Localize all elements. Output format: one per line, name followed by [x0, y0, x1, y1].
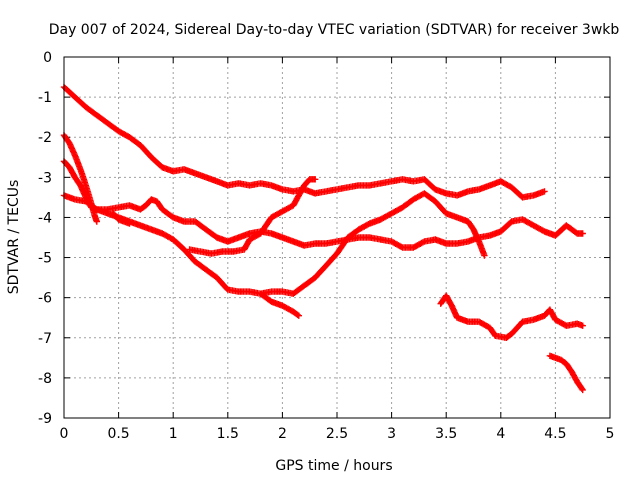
x-tick-label: 3: [387, 426, 396, 442]
x-tick-label: 0.5: [107, 426, 129, 442]
data-series: [60, 83, 586, 394]
y-tick-label: -5: [38, 251, 52, 267]
series-arc-h: [437, 292, 586, 341]
data-point: [481, 252, 488, 259]
x-tick-label: 2.5: [326, 426, 348, 442]
x-tick-label: 0: [60, 426, 69, 442]
series-arc-c: [60, 158, 586, 251]
plot-frame: [63, 56, 611, 419]
x-tick-label: 4: [496, 426, 505, 442]
data-point: [579, 230, 586, 237]
y-tick-labels: 0 -1 -2 -3 -4 -5 -6 -7 -8 -9: [38, 50, 52, 427]
y-tick-label: -9: [38, 411, 52, 427]
y-tick-label: -7: [38, 331, 52, 347]
x-axis-label: GPS time / hours: [275, 458, 392, 474]
data-point: [419, 239, 427, 246]
y-tick-label: -8: [38, 371, 52, 387]
series-arc-i: [546, 352, 586, 394]
y-tick-label: 0: [43, 50, 52, 66]
x-tick-label: 1.5: [217, 426, 239, 442]
x-tick-label: 4.5: [544, 426, 566, 442]
y-tick-label: -3: [38, 170, 52, 186]
data-point: [126, 220, 133, 227]
data-point: [295, 312, 302, 319]
x-tick-label: 1: [169, 426, 178, 442]
data-point: [579, 386, 586, 394]
chart-title: Day 007 of 2024, Sidereal Day-to-day VTE…: [49, 22, 620, 38]
series-arc-g: [257, 290, 302, 319]
data-point: [579, 322, 586, 329]
series-arc-e: [109, 210, 133, 227]
data-point: [312, 176, 319, 183]
data-point: [541, 188, 548, 195]
x-tick-label: 3.5: [435, 426, 457, 442]
data-point: [578, 385, 586, 392]
series-arc-f: [186, 176, 319, 257]
grid: [64, 57, 610, 418]
y-axis-label: SDTVAR / TECUs: [6, 180, 22, 295]
x-tick-labels: 0 0.5 1 1.5 2 2.5 3 3.5 4 4.5 5: [60, 426, 615, 442]
y-tick-label: -1: [38, 90, 52, 106]
data-point: [294, 311, 301, 319]
data-point: [93, 218, 100, 225]
series-arc-d: [60, 132, 100, 225]
y-tick-label: -2: [38, 130, 52, 146]
y-tick-label: -4: [38, 210, 52, 226]
x-tick-label: 2: [278, 426, 287, 442]
y-tick-label: -6: [38, 291, 52, 307]
x-tick-label: 5: [606, 426, 615, 442]
series-arc-b: [60, 190, 488, 297]
